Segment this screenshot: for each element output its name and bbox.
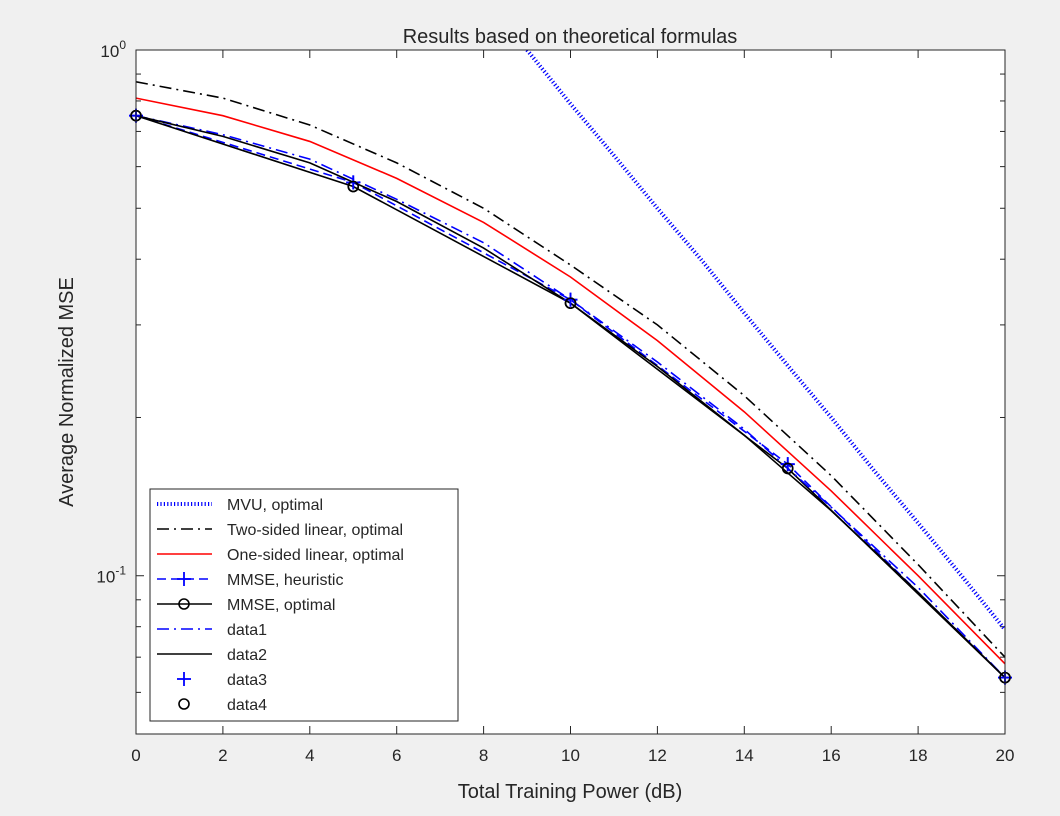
x-tick-label: 4 <box>305 746 314 765</box>
series-line-1 <box>136 81 1005 658</box>
legend-entry: MMSE, optimal <box>157 597 335 614</box>
x-tick-label: 8 <box>479 746 488 765</box>
legend-label: data2 <box>227 647 267 664</box>
legend-entry: One-sided linear, optimal <box>157 547 404 564</box>
circle-marker <box>564 297 577 309</box>
x-tick-label: 12 <box>648 746 667 765</box>
legend-box <box>149 488 459 722</box>
legend-entry: data1 <box>157 622 267 639</box>
y-axis-label: Average Normalized MSE <box>56 277 78 507</box>
x-tick-label: 18 <box>909 746 928 765</box>
legend-label: MMSE, heuristic <box>227 572 343 589</box>
x-tick-label: 20 <box>996 746 1015 765</box>
legend-entry: data2 <box>157 647 267 664</box>
plus-marker <box>177 572 191 586</box>
legend-label: Two-sided linear, optimal <box>227 522 403 539</box>
y-tick-exponent: 0 <box>119 38 126 52</box>
x-axis-label: Total Training Power (dB) <box>458 781 683 803</box>
y-tick-base: 10 <box>96 568 115 587</box>
y-tick-exponent: -1 <box>115 564 126 578</box>
circle-marker <box>178 698 190 710</box>
legend-label: data4 <box>227 697 267 714</box>
x-tick-label: 14 <box>735 746 754 765</box>
x-tick-label: 10 <box>561 746 580 765</box>
chart-title: Results based on theoretical formulas <box>403 26 738 48</box>
y-tick-label: 100 <box>100 38 126 61</box>
circle-marker <box>781 462 794 475</box>
y-tick-label: 10-1 <box>96 564 126 587</box>
legend-label: data3 <box>227 672 267 689</box>
x-tick-label: 0 <box>131 746 140 765</box>
legend-label: MVU, optimal <box>227 497 323 514</box>
plus-marker <box>177 672 191 686</box>
plus-marker <box>346 175 361 190</box>
x-tick-label: 16 <box>822 746 841 765</box>
legend-entry: Two-sided linear, optimal <box>157 522 403 539</box>
legend-entry: data4 <box>178 697 267 714</box>
circle-marker <box>178 598 190 610</box>
series-line-5 <box>136 114 1005 679</box>
circle-marker <box>347 180 360 193</box>
legend-entry: MVU, optimal <box>157 497 323 514</box>
series-line-3 <box>136 114 1005 679</box>
legend-entry: MMSE, heuristic <box>157 572 343 589</box>
y-tick-base: 10 <box>100 42 119 61</box>
series-line-2 <box>136 97 1005 665</box>
legend-label: data1 <box>227 622 267 639</box>
legend-label: MMSE, optimal <box>227 597 335 614</box>
legend-label: One-sided linear, optimal <box>227 547 404 564</box>
x-tick-label: 2 <box>218 746 227 765</box>
x-tick-label: 6 <box>392 746 401 765</box>
axes-box <box>135 49 1006 735</box>
legend-entry: data3 <box>177 672 267 689</box>
legend: MVU, optimal Two-sided linear, optimal One… <box>149 488 459 722</box>
